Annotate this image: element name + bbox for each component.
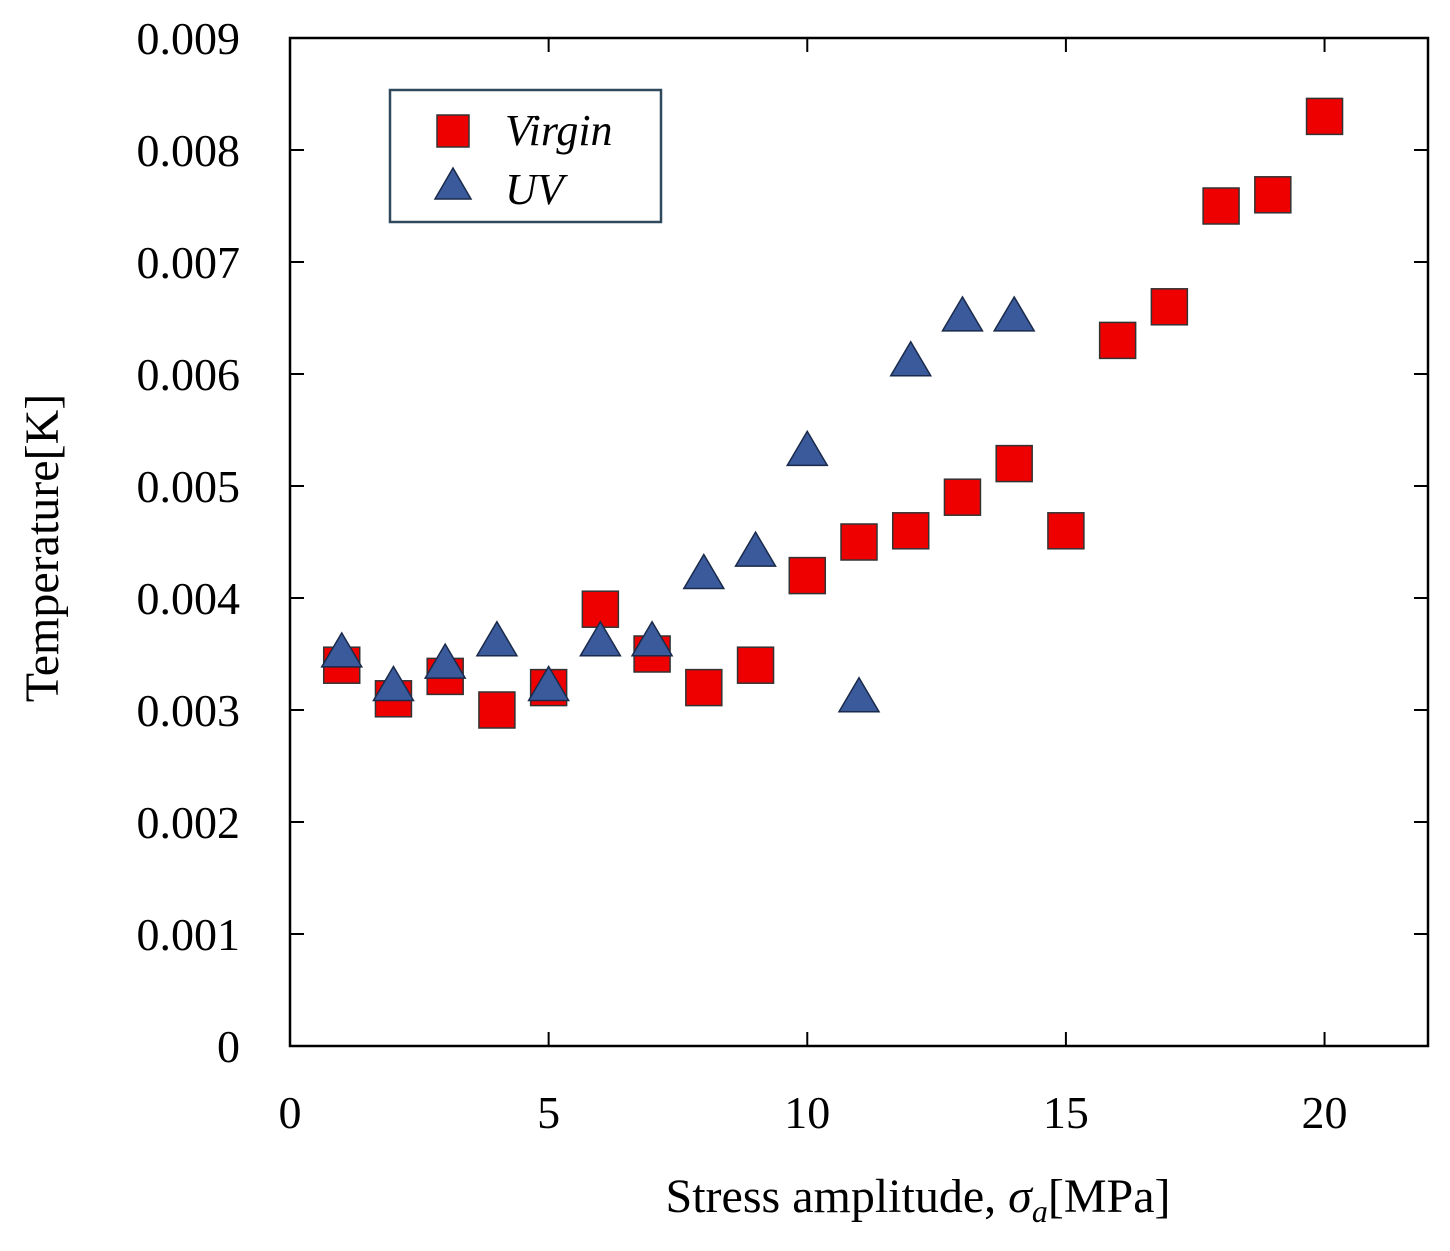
y-axis-title: Temperature[K]: [16, 394, 69, 702]
y-tick-label: 0.007: [137, 237, 241, 288]
point-uv: [837, 676, 881, 713]
point-virgin: [1150, 288, 1189, 326]
point-virgin: [736, 646, 775, 684]
y-tick-label: 0.001: [137, 909, 241, 960]
x-tick-label: 0: [279, 1087, 302, 1138]
legend-label-uv: UV: [505, 165, 569, 214]
x-axis-title: Stress amplitude, σa[MPa]: [666, 1170, 1171, 1229]
point-virgin: [943, 478, 982, 516]
y-tick-label: 0.004: [137, 573, 241, 624]
x-axis-title-symbol: σ: [1008, 1170, 1034, 1223]
axis-ticks: [289, 37, 1428, 1047]
x-tick-label: 15: [1043, 1087, 1089, 1138]
point-uv: [630, 620, 674, 657]
legend-box: [388, 88, 663, 224]
legend-marker-virgin: [436, 114, 470, 148]
y-tick-label: 0: [217, 1021, 240, 1072]
point-virgin: [478, 691, 516, 729]
point-virgin: [995, 444, 1033, 483]
point-uv: [682, 553, 726, 590]
x-axis-title-subscript: a: [1032, 1193, 1048, 1229]
y-tick-label: 0.006: [137, 349, 241, 400]
point-uv: [734, 530, 777, 567]
x-tick-label: 10: [784, 1087, 830, 1138]
point-uv: [579, 620, 622, 657]
data-points: [320, 97, 1344, 729]
point-virgin: [788, 556, 827, 595]
point-uv: [320, 631, 364, 668]
legend: Virgin UV: [388, 88, 663, 224]
y-tick-label: 0.003: [137, 685, 241, 736]
point-virgin: [891, 512, 930, 550]
point-virgin: [685, 668, 723, 707]
x-axis-title-unit: [MPa]: [1048, 1170, 1171, 1223]
x-tick-labels: 0 5 10 15 20: [279, 1087, 1348, 1138]
point-virgin: [1254, 176, 1292, 214]
point-virgin: [1047, 512, 1085, 550]
point-virgin: [1098, 321, 1137, 360]
x-tick-label: 5: [537, 1087, 560, 1138]
point-uv: [423, 642, 467, 679]
point-uv: [372, 665, 415, 702]
x-axis-title-main: Stress amplitude,: [666, 1170, 1009, 1223]
y-tick-label: 0.008: [137, 125, 241, 176]
point-uv: [475, 620, 519, 657]
point-uv: [941, 295, 984, 332]
point-uv: [527, 665, 570, 702]
y-tick-label: 0.002: [137, 797, 241, 848]
x-tick-label: 20: [1302, 1087, 1348, 1138]
legend-label-virgin: Virgin: [505, 106, 613, 155]
legend-marker-uv: [433, 166, 473, 200]
point-virgin: [1202, 187, 1240, 225]
plot-frame: [288, 36, 1430, 1048]
point-uv: [785, 429, 829, 467]
y-tick-labels: 0 0.001 0.002 0.003 0.004 0.005 0.006 0.007 0.00…: [137, 13, 241, 1072]
y-tick-label: 0.005: [137, 461, 241, 512]
point-virgin: [840, 523, 878, 561]
point-uv: [992, 295, 1036, 332]
point-uv: [889, 340, 933, 377]
y-tick-label: 0.009: [137, 13, 241, 64]
point-virgin: [1305, 97, 1344, 136]
